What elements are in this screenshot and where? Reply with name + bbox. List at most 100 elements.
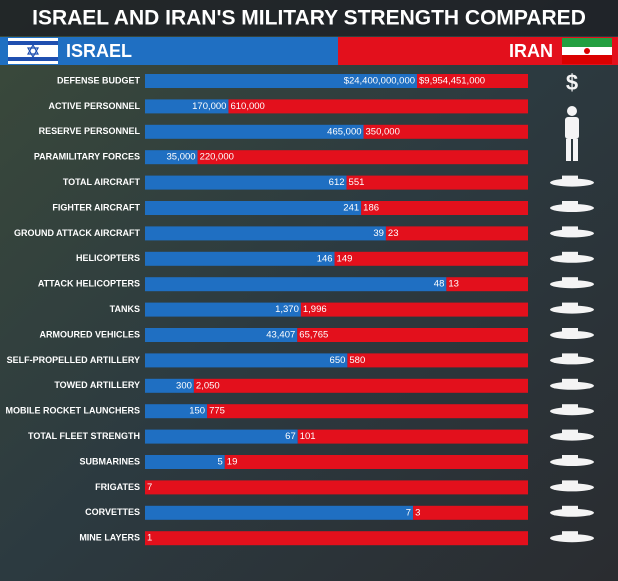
bar-iran <box>363 124 528 139</box>
bar-iran <box>347 353 528 368</box>
icon <box>562 455 578 460</box>
value-label: $9,954,451,000 <box>419 76 485 87</box>
value-label: 48 <box>434 279 445 290</box>
bar-israel <box>145 99 229 114</box>
value-label: 23 <box>388 228 399 239</box>
chart-title: ISRAEL AND IRAN'S MILITARY STRENGTH COMP… <box>32 7 586 30</box>
bar-israel <box>145 251 335 266</box>
bar-iran <box>385 226 528 241</box>
category-label: RESERVE PERSONNEL <box>39 126 141 136</box>
value-label: 35,000 <box>167 152 196 163</box>
value-label: 186 <box>363 203 379 214</box>
category-label: TANKS <box>110 304 140 314</box>
bar-israel <box>145 378 194 393</box>
category-label: DEFENSE BUDGET <box>57 75 141 85</box>
category-label: GROUND ATTACK AIRCRAFT <box>14 228 140 238</box>
icon <box>550 331 594 339</box>
bar-iran <box>417 74 528 88</box>
category-label: ATTACK HELICOPTERS <box>38 279 140 289</box>
bar-israel <box>145 455 225 469</box>
bar-israel <box>145 74 418 88</box>
icon <box>562 277 578 283</box>
icon <box>562 531 578 537</box>
icon <box>550 356 594 365</box>
bar-iran <box>297 429 528 444</box>
bar-iran <box>228 99 528 114</box>
icon <box>550 483 594 492</box>
bar-israel <box>145 505 414 520</box>
category-label: CORVETTES <box>85 507 140 517</box>
value-label: 170,000 <box>192 101 226 112</box>
category-label: ARMOURED VEHICLES <box>39 329 140 339</box>
icon <box>562 404 578 410</box>
category-label: TOWED ARTILLERY <box>54 380 140 390</box>
bar-iran <box>193 378 528 393</box>
bar-iran <box>207 404 529 419</box>
value-label: 101 <box>300 431 316 442</box>
category-label: SUBMARINES <box>79 456 140 466</box>
value-label: 39 <box>373 228 384 239</box>
category-label: MOBILE ROCKET LAUNCHERS <box>6 406 141 416</box>
value-label: 580 <box>349 355 365 366</box>
value-label: 1,996 <box>303 304 327 315</box>
iran-flag <box>562 38 612 64</box>
bar-israel <box>145 226 386 241</box>
bar-israel <box>145 302 301 317</box>
icon <box>562 480 578 486</box>
value-label: 3 <box>415 507 420 518</box>
value-label: 241 <box>343 203 359 214</box>
icon <box>550 458 594 466</box>
value-label: 2,050 <box>196 380 220 391</box>
icon <box>550 305 594 314</box>
icon <box>550 178 594 187</box>
value-label: 1,370 <box>275 304 299 315</box>
bar-iran <box>334 251 528 266</box>
icon <box>562 505 578 511</box>
icon <box>550 381 594 390</box>
icon <box>550 508 594 517</box>
icons: $ <box>550 70 594 543</box>
icon <box>562 226 578 232</box>
category-label: TOTAL FLEET STRENGTH <box>28 431 140 441</box>
value-label: 7 <box>147 482 152 493</box>
value-label: 43,407 <box>266 330 295 341</box>
icon <box>550 229 594 238</box>
value-label: 19 <box>227 457 238 468</box>
value-label: 146 <box>317 253 333 264</box>
icon <box>562 378 578 384</box>
bar-iran <box>145 480 528 495</box>
value-label: 1 <box>147 533 152 544</box>
icon <box>562 175 578 181</box>
bar-israel <box>145 277 447 292</box>
legend-iran: IRAN <box>509 41 553 61</box>
category-label: HELICOPTERS <box>76 253 140 263</box>
value-label: 13 <box>448 279 459 290</box>
icon <box>550 204 594 212</box>
value-label: 149 <box>337 253 353 264</box>
title-band <box>0 0 618 36</box>
value-label: 220,000 <box>200 152 234 163</box>
value-label: 150 <box>189 406 205 417</box>
value-label: 610,000 <box>230 101 264 112</box>
bar-iran <box>297 328 528 342</box>
icon <box>550 254 594 263</box>
category-label: ACTIVE PERSONNEL <box>48 101 140 111</box>
value-label: 551 <box>349 177 365 188</box>
icon <box>562 302 578 308</box>
svg-text:$: $ <box>566 70 578 95</box>
bar-israel <box>145 201 362 215</box>
bar-israel <box>145 124 364 139</box>
category-label: PARAMILITARY FORCES <box>34 152 140 162</box>
value-label: 5 <box>217 457 222 468</box>
value-label: 67 <box>285 431 296 442</box>
icon <box>562 201 578 206</box>
israel-flag <box>8 38 58 64</box>
icon <box>562 429 578 435</box>
bar-israel <box>145 328 298 342</box>
icon <box>550 280 594 289</box>
value-label: 612 <box>329 177 345 188</box>
bar-iran <box>346 175 528 190</box>
value-label: 650 <box>330 355 346 366</box>
bar-israel <box>145 404 208 419</box>
